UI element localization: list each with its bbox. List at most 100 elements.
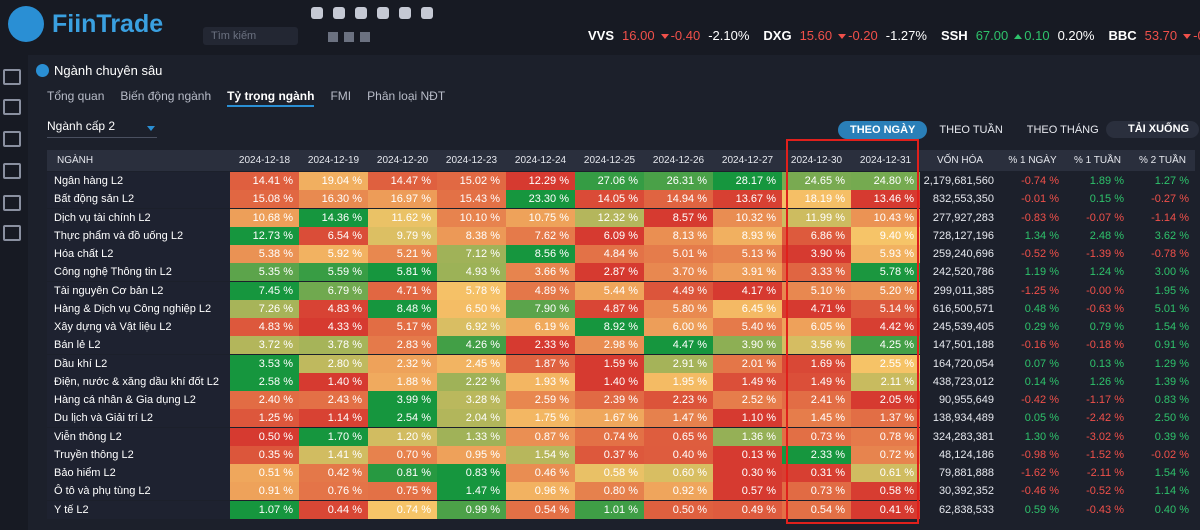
weight-cell: 0.51 % [230,464,299,482]
ticker-change: -0.20 [838,28,878,43]
sidebar-icon[interactable] [3,195,21,211]
column-header[interactable]: 2024-12-26 [644,150,713,171]
change-cell: 0.14 % [1024,375,1059,388]
media-button[interactable] [328,32,338,42]
weight-cell: 24.80 % [851,172,920,190]
tool-icon[interactable] [421,7,433,19]
weight-cell: 5.10 % [782,281,851,300]
period-button[interactable]: THEO TUẦN [939,124,1003,136]
column-header[interactable]: 2024-12-25 [575,150,644,171]
column-header[interactable]: 2024-12-27 [713,150,782,171]
weight-cell: 3.90 % [713,336,782,355]
industry-name: Hàng cá nhân & Gia dụng L2 [47,391,230,409]
industry-name: Ngân hàng L2 [47,172,230,190]
column-header[interactable]: 2024-12-24 [506,150,575,171]
change-cell: -0.98 % [1021,448,1059,461]
period-button[interactable]: THEO THÁNG [1026,124,1099,136]
sidebar-icon[interactable] [3,131,21,147]
weight-cell: 13.46 % [851,190,920,209]
weight-cell: 12.29 % [506,172,575,190]
weight-cell: 2.11 % [851,372,920,391]
weight-cell: 1.10 % [713,409,782,428]
column-header[interactable]: 2024-12-18 [230,150,299,171]
weight-cell: 1.36 % [713,427,782,446]
industry-name: Điện, nước & xăng dầu khí đốt L2 [47,372,230,391]
weight-cell: 4.42 % [851,318,920,336]
weight-cell: 4.71 % [782,299,851,318]
change-cell: 0.15 % [1089,193,1124,206]
market-cap: 245,539,405 [932,321,994,333]
weight-cell: 3.99 % [368,391,437,409]
ticker[interactable]: DXG 15.60 -0.20 -1.27% [763,28,927,46]
industry-name: Dịch vụ tài chính L2 [47,208,230,227]
weight-cell: 0.96 % [506,482,575,501]
tab[interactable]: Tỷ trọng ngành [227,89,315,107]
change-cell: -0.16 % [1021,339,1059,352]
column-header[interactable]: 2024-12-31 [851,150,920,171]
change-cell: 3.62 % [1154,229,1189,242]
column-header[interactable]: 2024-12-23 [437,150,506,171]
change-cell: 1.89 % [1089,175,1124,187]
media-button[interactable] [344,32,354,42]
ticker[interactable]: VVS 16.00 -0.40 -2.10% [588,28,749,46]
weight-table: NGÀNH 2024-12-18 2024-12-19 2024-12-20 2024-… [47,150,1200,522]
market-cap: 30,392,352 [938,485,994,498]
change-cell: 1.19 % [1024,266,1059,279]
tool-icon[interactable] [311,7,323,19]
industry-name: Xây dựng và Vật liệu L2 [47,318,230,336]
weight-cell: 8.93 % [713,226,782,245]
weight-cell: 2.39 % [575,391,644,409]
weight-cell: 15.02 % [437,172,506,190]
level-select[interactable]: Ngành cấp 2 [47,119,157,138]
industry-name: Hàng & Dịch vụ Công nghiệp L2 [47,299,230,318]
weight-cell: 15.43 % [437,190,506,209]
change-cell: 0.39 % [1154,430,1189,443]
panel-tab[interactable]: Ngành chuyên sâu [54,63,163,78]
tool-icon[interactable] [333,7,345,19]
top-bar: FiinTrade Tìm kiếm VVS 16.00 -0.40 -2.10% DX… [0,0,1200,55]
weight-cell: 6.50 % [437,299,506,318]
download-button[interactable]: TẢI XUỐNG [1106,121,1200,138]
period-button[interactable]: THEO NGÀY [838,121,928,139]
change-cell: 1.39 % [1154,375,1189,388]
weight-cell: 14.05 % [575,190,644,209]
tab[interactable]: Phân loại NĐT [367,89,446,103]
tool-icon[interactable] [377,7,389,19]
sidebar-icon[interactable] [3,99,21,115]
sidebar-icon[interactable] [3,163,21,179]
search-box[interactable]: Tìm kiếm [203,27,298,45]
tab[interactable]: Biến động ngành [120,89,212,103]
weight-cell: 3.28 % [437,391,506,409]
industry-name: Viễn thông L2 [47,427,230,446]
weight-cell: 1.49 % [782,372,851,391]
market-cap: 438,723,012 [932,375,994,388]
weight-cell: 5.35 % [230,263,299,282]
tab[interactable]: Tổng quan [47,89,105,103]
tool-icon[interactable] [399,7,411,19]
ticker-pct: -1.27% [885,28,927,43]
industry-name: Bảo hiểm L2 [47,464,230,482]
weight-cell: 4.17 % [713,281,782,300]
weight-cell: 5.81 % [368,263,437,282]
change-cell: -0.46 % [1021,485,1059,498]
media-button[interactable] [360,32,370,42]
weight-cell: 24.65 % [782,172,851,190]
change-cell: 1.54 % [1154,467,1189,479]
column-header[interactable]: 2024-12-19 [299,150,368,171]
column-header[interactable]: 2024-12-20 [368,150,437,171]
ticker[interactable]: BBC 53.70 -0.6 [1108,28,1200,46]
tab[interactable]: FMI [330,89,352,103]
weight-cell: 4.89 % [506,281,575,300]
sidebar-icon[interactable] [3,69,21,85]
weight-cell: 12.73 % [230,226,299,245]
column-header[interactable]: 2024-12-30 [782,150,851,171]
change-cell: -2.11 % [1086,467,1124,479]
sidebar-icon[interactable] [3,225,21,241]
weight-cell: 1.20 % [368,427,437,446]
weight-cell: 0.58 % [851,482,920,501]
ticker[interactable]: SSH 67.00 0.10 0.20% [941,28,1094,46]
ticker-code: SSH [940,28,968,43]
weight-cell: 27.06 % [575,172,644,190]
tool-icon[interactable] [355,7,367,19]
weight-cell: 3.56 % [782,336,851,355]
